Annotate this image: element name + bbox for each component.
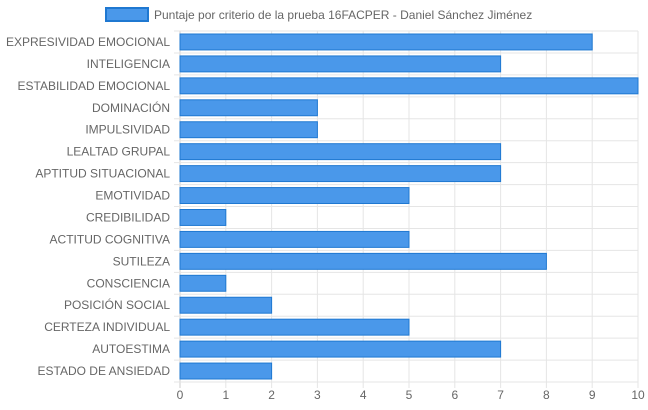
x-axis-labels: 0 1 2 3 4 5 6 7 8 9 10	[177, 388, 645, 402]
y-tick-label: INTELIGENCIA	[87, 57, 170, 71]
x-tick-label: 3	[314, 388, 321, 402]
y-tick-label: ESTABILIDAD EMOCIONAL	[18, 79, 171, 93]
legend-swatch	[105, 7, 149, 22]
bar[interactable]	[179, 143, 502, 161]
y-tick-label: AUTOESTIMA	[92, 342, 170, 356]
y-tick-label: EXPRESIVIDAD EMOCIONAL	[6, 35, 170, 49]
bar[interactable]	[179, 252, 547, 270]
bar[interactable]	[179, 318, 410, 336]
x-tick-label: 0	[177, 388, 184, 402]
y-tick-label: APTITUD SITUACIONAL	[35, 167, 170, 181]
y-tick-label: SUTILEZA	[113, 254, 170, 268]
x-tick-label: 7	[497, 388, 504, 402]
y-tick-label: EMOTIVIDAD	[95, 189, 170, 203]
bar[interactable]	[179, 165, 502, 183]
bar[interactable]	[179, 209, 227, 226]
y-tick-label: POSICIÓN SOCIAL	[64, 297, 170, 312]
y-tick-label: CERTEZA INDIVIDUAL	[44, 320, 170, 334]
x-tick-label: 4	[360, 388, 367, 402]
bar[interactable]	[179, 296, 273, 314]
y-tick-label: CREDIBILIDAD	[86, 210, 170, 224]
bar[interactable]	[179, 230, 410, 248]
bars	[179, 33, 639, 380]
bar[interactable]	[179, 340, 502, 358]
legend[interactable]: Puntaje por criterio de la prueba 16FACP…	[105, 7, 532, 22]
bar[interactable]	[179, 187, 410, 204]
y-tick-label: DOMINACIÓN	[92, 100, 170, 115]
y-axis-labels: EXPRESIVIDAD EMOCIONAL INTELIGENCIA ESTABI…	[6, 35, 170, 378]
legend-label: Puntaje por criterio de la prueba 16FACP…	[154, 8, 532, 22]
bar[interactable]	[179, 121, 318, 139]
y-tick-label: IMPULSIVIDAD	[85, 123, 170, 137]
bar[interactable]	[179, 274, 227, 292]
bar[interactable]	[179, 77, 639, 95]
x-tick-label: 1	[222, 388, 229, 402]
bar[interactable]	[179, 33, 593, 51]
y-tick-label: ESTADO DE ANSIEDAD	[38, 364, 171, 378]
y-tick-label: CONSCIENCIA	[87, 276, 170, 290]
x-tick-label: 9	[589, 388, 596, 402]
x-tick-label: 10	[631, 388, 645, 402]
x-tick-label: 6	[451, 388, 458, 402]
x-tick-label: 2	[268, 388, 275, 402]
x-tick-label: 5	[406, 388, 413, 402]
bar[interactable]	[179, 362, 273, 380]
bar[interactable]	[179, 55, 502, 73]
x-tick-label: 8	[543, 388, 550, 402]
bar[interactable]	[179, 99, 318, 117]
y-tick-label: LEALTAD GRUPAL	[67, 145, 171, 159]
y-tick-label: ACTITUD COGNITIVA	[50, 232, 170, 246]
